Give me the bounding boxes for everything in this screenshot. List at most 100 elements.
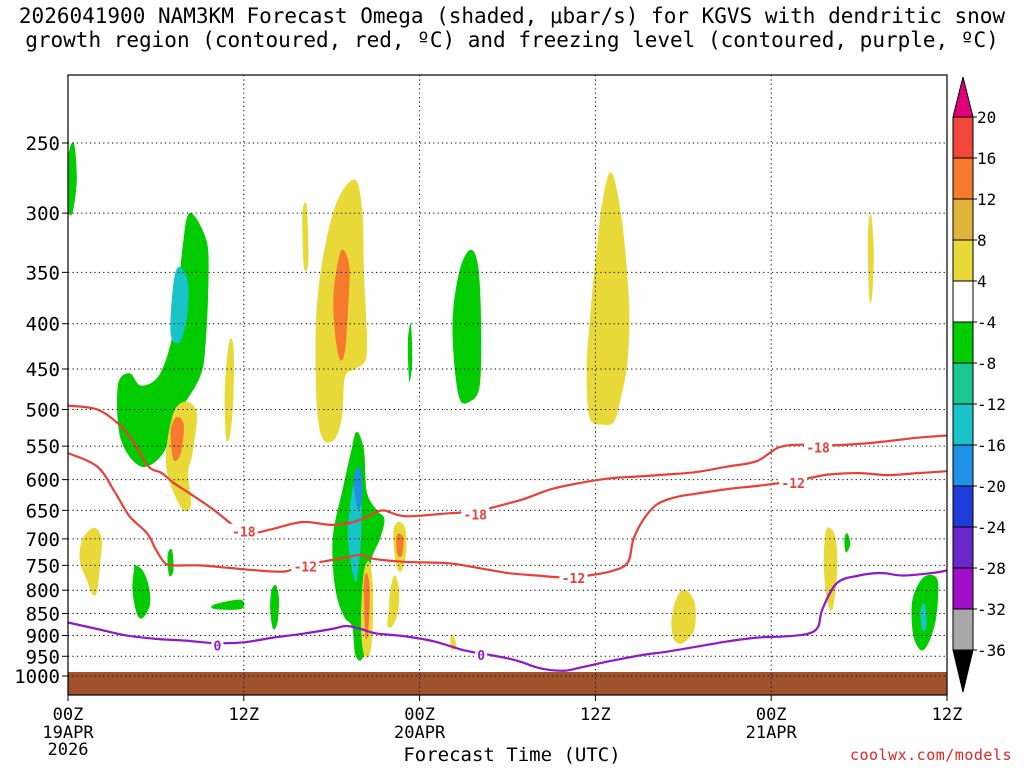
chart-title: 2026041900 NAM3KM Forecast Omega (shaded… [0,4,1024,52]
x-tick-date-24: 20APR [394,723,446,743]
contour-label-bg [211,637,224,653]
omega-region-yellow-29 [867,212,874,304]
contour-label-0: 0 [214,640,222,655]
colorbar-label--4: -4 [977,313,996,332]
x-tick-label-48: 00Z [756,705,787,725]
chart-title-line-1: 2026041900 NAM3KM Forecast Omega (shaded… [18,4,1006,28]
contour-label-bg [461,506,490,522]
omega-region-orange-4 [170,416,184,462]
omega-region-green-24 [452,249,482,404]
omega-region-yellow-21 [387,575,400,628]
x-tick-label-60: 12Z [932,705,963,725]
x-axis-title: Forecast Time (UTC) [403,744,621,766]
x-tick-date-0: 19APR [42,723,94,743]
omega-region-green-22 [407,323,413,382]
colorbar-label-8: 8 [977,231,987,250]
colorbar-label-16: 16 [977,149,996,168]
y-tick-label-1000: 1000 [14,666,60,688]
colorbar-bin-12-16 [952,157,974,200]
colorbar-bin--4-4 [952,280,974,323]
terrain-band [68,672,947,695]
colorbar-bin--16--12 [952,403,974,446]
colorbar-label--36: -36 [977,641,1006,660]
colorbar-bin--28--24 [952,526,974,569]
y-axis-ticks: 2503003504004505005506006507007508008509… [14,133,68,688]
contour-label-bg [804,439,833,455]
omega-region-orange-18 [363,572,370,640]
contour-label-bg [229,523,258,539]
x-tick-date-48: 21APR [746,723,798,743]
omega-region-green-10 [270,584,280,630]
y-tick-label-500: 500 [26,400,60,422]
omega-region-green-0 [68,142,77,216]
colorbar-bin-4-8 [952,239,974,282]
colorbar-label--16: -16 [977,436,1006,455]
colorbar-label--8: -8 [977,354,996,373]
x-tick-label-0: 00Z [53,705,84,725]
contour-label-bg [559,569,588,585]
colorbar-bin--24--20 [952,485,974,528]
contour-label--12: -12 [562,572,585,587]
contour-0-2 [68,569,947,672]
omega-region-yellow-11 [302,202,309,272]
colorbar-label--28: -28 [977,559,1006,578]
x-tick-label-24: 00Z [404,705,435,725]
contour-label--12: -12 [294,560,317,575]
omega-region-yellow-5 [224,338,234,443]
colorbar-label-4: 4 [977,272,987,291]
y-tick-label-950: 950 [26,646,60,668]
terrain-layer [68,672,947,695]
y-tick-label-250: 250 [26,133,60,155]
chart-title-line-2: growth region (contoured, red, ºC) and f… [25,28,999,52]
contour-label--18: -18 [464,508,488,523]
y-tick-label-600: 600 [26,470,60,492]
source-credit: coolwx.com/models [849,746,1012,764]
contour-label-bg [475,647,488,663]
y-tick-label-650: 650 [26,500,60,522]
colorbar: 20 16 12 8 4 -4 -8 -12 -16 -20 -24 -28 -32 -36 [952,76,1006,693]
y-tick-label-300: 300 [26,203,60,225]
colorbar-label--12: -12 [977,395,1006,414]
omega-region-blue-16 [353,466,363,511]
colorbar-label-20: 20 [977,108,996,127]
contour-label--12: -12 [781,477,804,492]
contour-label-0: 0 [477,649,485,664]
colorbar-top-arrow [952,76,974,118]
y-tick-label-400: 400 [26,314,60,336]
omega-region-green-8 [167,548,174,577]
contour--18-0 [68,404,947,535]
contour-label-bg [291,558,320,574]
contour-label--18: -18 [232,526,256,541]
plot-border [67,74,948,696]
colorbar-bin--8--4 [952,321,974,364]
y-tick-label-850: 850 [26,604,60,626]
y-tick-label-900: 900 [26,625,60,647]
omega-region-green-28 [844,533,851,553]
colorbar-bin--12--8 [952,362,974,405]
omega-region-yellow-27 [823,527,838,611]
colorbar-bin-16-20 [952,116,974,159]
x-tick-label-12: 12Z [228,705,259,725]
y-tick-label-750: 750 [26,555,60,577]
colorbar-label-12: 12 [977,190,996,209]
contour-label--18: -18 [806,442,830,457]
temperature-contours: -18 -18 -18 -12 -12 -12 0 0 [68,404,947,672]
omega-region-cyan-31 [920,603,927,631]
colorbar-label--20: -20 [977,477,1006,496]
omega-region-cyan-2 [170,266,189,344]
y-tick-label-350: 350 [26,262,60,284]
contour--12-1 [68,452,947,579]
omega-region-orange-13 [333,249,350,361]
omega-region-green-7 [132,565,151,619]
y-tick-label-550: 550 [26,436,60,458]
omega-region-yellow-6 [79,527,103,596]
grid-lines [67,75,948,695]
colorbar-bin--20--16 [952,444,974,487]
x-tick-year-0: 2026 [48,740,89,760]
plot-frame [67,74,948,696]
omega-shaded-regions [68,142,939,661]
colorbar-label--24: -24 [977,518,1006,537]
y-tick-label-450: 450 [26,359,60,381]
omega-region-yellow-26 [671,589,696,644]
